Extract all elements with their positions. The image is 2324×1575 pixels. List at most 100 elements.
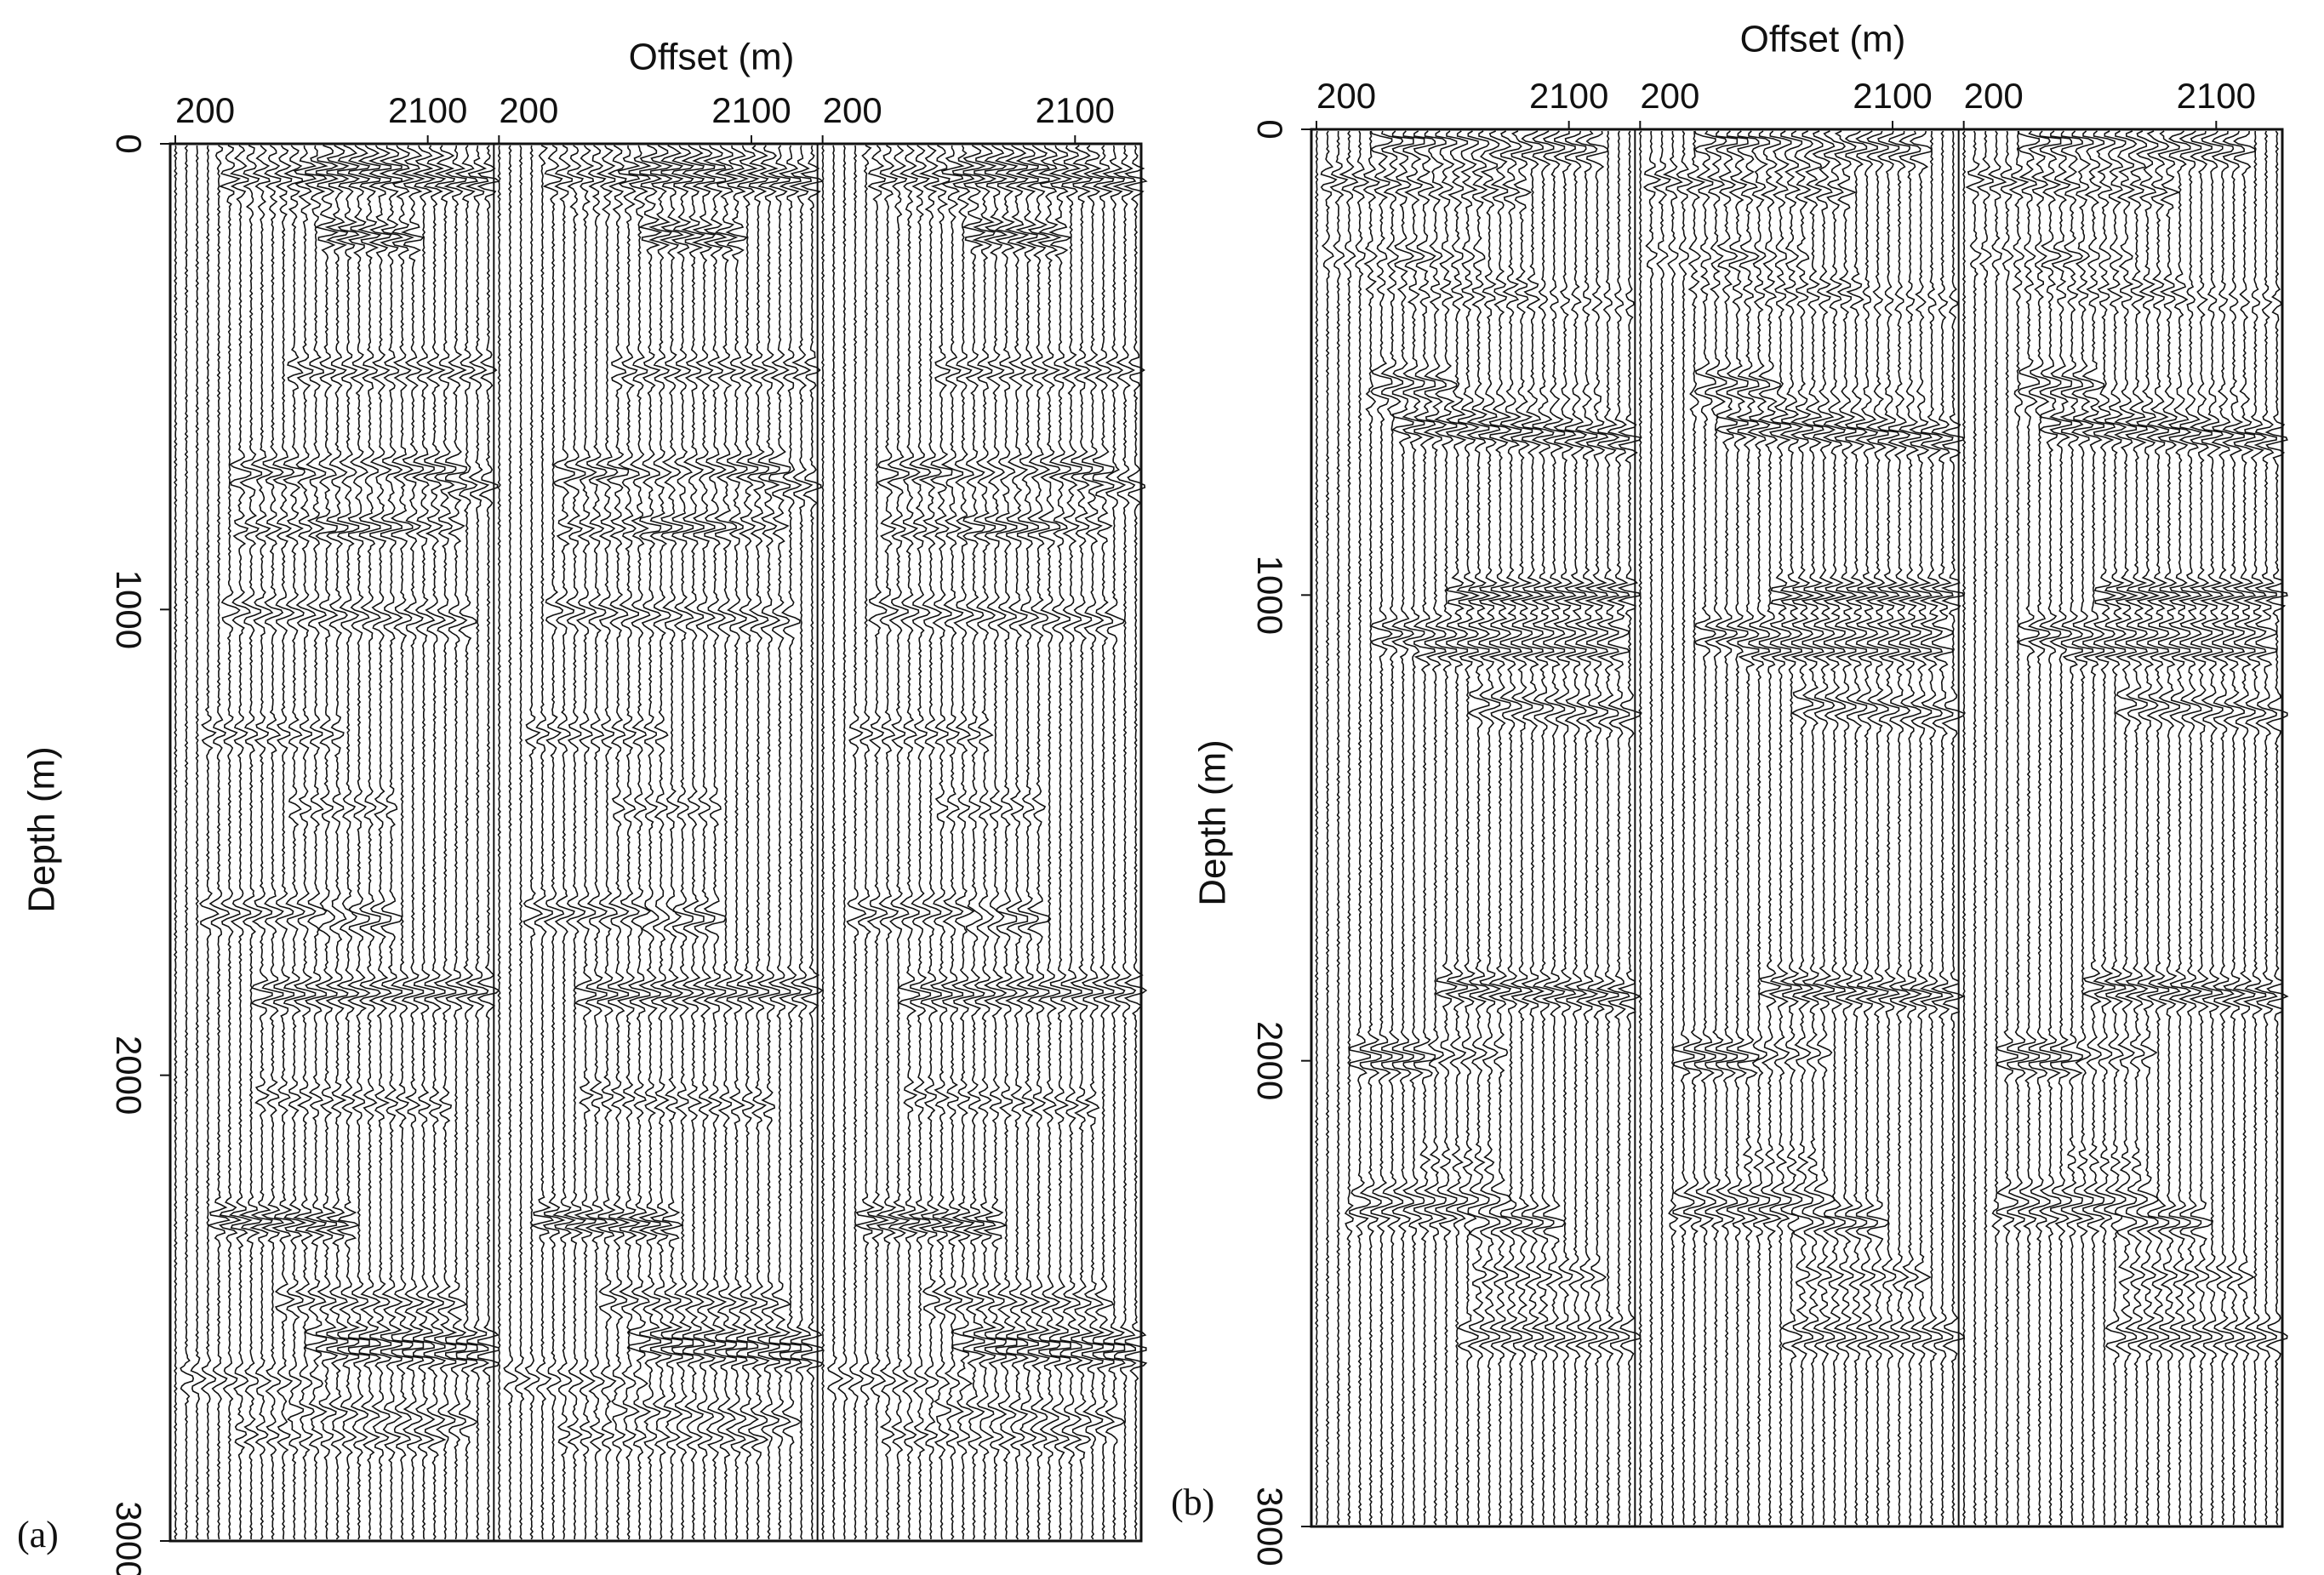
- seismic-trace: [983, 145, 1008, 1540]
- seismic-trace: [1940, 130, 1966, 1526]
- seismic-trace: [368, 145, 392, 1540]
- seismic-trace: [390, 145, 415, 1540]
- seismic-trace: [788, 145, 814, 1540]
- seismic-trace: [1562, 130, 1588, 1526]
- seismic-trace: [1081, 145, 1105, 1540]
- seismic-trace: [918, 145, 943, 1540]
- seismic-trace: [324, 145, 350, 1540]
- seismic-trace: [1466, 130, 1491, 1526]
- seismic-trace: [768, 145, 791, 1540]
- seismic-trace: [283, 145, 307, 1540]
- seismic-trace: [1390, 130, 1415, 1526]
- seismic-trace: [865, 145, 890, 1540]
- seismic-trace: [465, 145, 490, 1540]
- seismic-trace: [1642, 130, 1662, 1526]
- seismic-trace: [1833, 130, 1858, 1526]
- seismic-trace: [1779, 130, 1804, 1526]
- seismic-trace: [477, 145, 501, 1540]
- seismic-trace: [1487, 130, 1513, 1526]
- x-tick-label: 2100: [2177, 76, 2256, 116]
- seismic-trace: [1015, 145, 1040, 1540]
- x-tick-label: 200: [1316, 76, 1376, 116]
- y-tick-label: 2000: [109, 1036, 149, 1115]
- seismic-trace: [1101, 145, 1127, 1540]
- seismic-trace: [347, 145, 372, 1540]
- seismic-trace: [1919, 130, 1944, 1526]
- seismic-trace: [1025, 145, 1051, 1540]
- seismic-trace: [1638, 130, 1643, 1526]
- seismic-trace: [2189, 130, 2214, 1526]
- x-tick-label: 2100: [1036, 90, 1115, 130]
- seismic-trace: [1573, 130, 1599, 1526]
- seismic-trace: [1736, 130, 1760, 1526]
- seismic-trace: [1715, 130, 1739, 1526]
- seismic-trace: [542, 145, 566, 1540]
- seismic-trace: [1413, 130, 1436, 1526]
- x-tick-label: 200: [823, 90, 882, 130]
- seismic-trace: [1434, 130, 1459, 1525]
- seismic-trace: [2199, 130, 2224, 1526]
- seismic-trace: [778, 145, 802, 1540]
- seismic-trace: [1617, 130, 1642, 1526]
- seismic-trace: [1790, 130, 1815, 1526]
- seismic-trace: [1004, 145, 1030, 1540]
- seismic-trace: [1662, 130, 1683, 1526]
- seismic-trace: [2092, 130, 2117, 1526]
- seismic-trace: [379, 146, 404, 1540]
- y-tick-label: 2000: [1250, 1021, 1290, 1100]
- seismic-trace: [800, 145, 825, 1540]
- depth-label: Depth (m): [1192, 739, 1234, 906]
- seismic-trace: [1499, 130, 1524, 1526]
- seismic-trace: [1520, 130, 1545, 1526]
- seismic-trace: [1329, 130, 1349, 1526]
- seismic-trace: [228, 145, 253, 1540]
- seismic-trace: [907, 145, 932, 1540]
- seismic-trace: [681, 145, 706, 1540]
- offset-label: Offset (m): [1740, 19, 1906, 60]
- seismic-trace: [2049, 130, 2073, 1525]
- panel: 200 2100 200 2100 200 2100 0 1000 2000 3000 Offset…: [1171, 19, 2289, 1566]
- seismic-trace: [939, 145, 965, 1540]
- seismic-trace: [1070, 145, 1094, 1540]
- seismic-trace: [746, 145, 770, 1540]
- y-tick-label: 3000: [1250, 1487, 1290, 1566]
- x-tick-label: 2100: [388, 90, 467, 130]
- seismic-trace: [2059, 130, 2084, 1526]
- plot-frame: [1310, 128, 2284, 1528]
- seismic-trace: [2253, 130, 2278, 1526]
- seismic-trace: [584, 145, 608, 1540]
- seismic-trace: [1596, 130, 1620, 1526]
- seismic-trace: [514, 145, 531, 1540]
- seismic-trace: [249, 145, 274, 1540]
- seismic-trace: [2232, 130, 2257, 1526]
- seismic-trace: [2146, 130, 2171, 1526]
- seismic-trace: [2178, 130, 2202, 1526]
- seismic-trace: [1811, 130, 1836, 1526]
- seismic-trace: [2264, 130, 2289, 1526]
- plot-frame: [168, 142, 1143, 1543]
- seismic-trace: [1402, 130, 1425, 1526]
- seismic-trace: [637, 145, 663, 1540]
- seismic-trace: [238, 145, 263, 1540]
- seismic-trace: [1606, 130, 1630, 1526]
- seismic-trace: [1090, 145, 1116, 1540]
- seismic-trace: [1768, 130, 1794, 1526]
- seismic-trace: [1509, 130, 1534, 1526]
- seismic-trace: [1747, 130, 1772, 1526]
- seismic-trace: [1844, 130, 1869, 1526]
- seismic-trace: [837, 145, 854, 1540]
- seismic-trace: [314, 145, 340, 1540]
- seismic-trace: [1908, 130, 1933, 1526]
- seismic-trace: [198, 145, 220, 1540]
- seismic-trace: [1380, 130, 1404, 1526]
- y-tick-label: 0: [109, 134, 149, 153]
- seismic-trace: [422, 145, 447, 1540]
- x-tick-label: 200: [1640, 76, 1699, 116]
- seismic-trace: [303, 145, 328, 1540]
- seismic-trace: [648, 145, 674, 1540]
- seismic-trace: [1476, 130, 1502, 1526]
- seismic-trace: [1996, 130, 2019, 1526]
- seismic-trace: [1339, 130, 1359, 1525]
- seismic-trace: [627, 145, 652, 1540]
- y-tick-label: 1000: [1250, 556, 1290, 635]
